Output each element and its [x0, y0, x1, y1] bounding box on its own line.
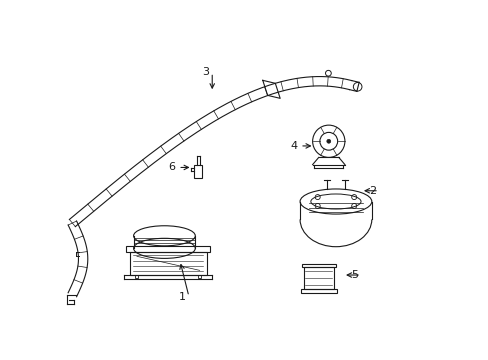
Bar [198, 275, 201, 278]
Text: 2: 2 [368, 186, 375, 196]
Bar [135, 275, 138, 278]
Text: 3: 3 [202, 67, 209, 77]
Bar [129, 252, 206, 275]
Text: 4: 4 [289, 141, 297, 151]
Bar [126, 246, 210, 252]
Text: 5: 5 [350, 270, 357, 280]
Bar [194, 165, 202, 178]
Bar [300, 289, 336, 293]
Circle shape [326, 139, 330, 143]
Text: 6: 6 [168, 162, 175, 172]
Bar [302, 264, 335, 267]
Bar [303, 267, 333, 289]
Text: 1: 1 [179, 292, 185, 302]
